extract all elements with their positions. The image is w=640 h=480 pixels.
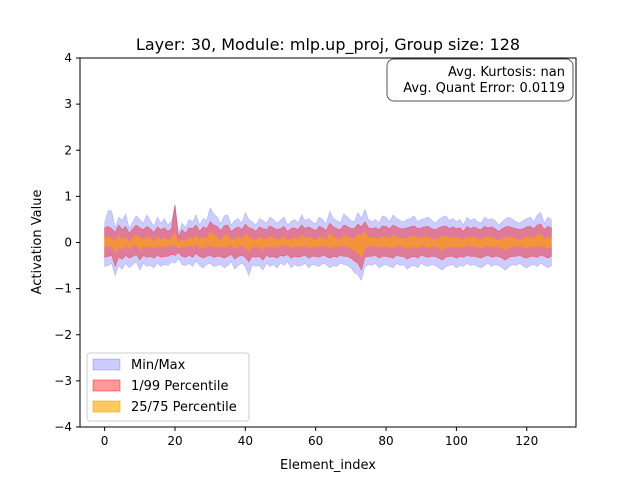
x-tick-label: 0 bbox=[101, 434, 109, 448]
chart-title: Layer: 30, Module: mlp.up_proj, Group si… bbox=[136, 35, 520, 55]
legend-swatch-minmax bbox=[92, 358, 121, 371]
x-tick-label: 100 bbox=[445, 434, 468, 448]
y-tick-label: 1 bbox=[64, 189, 72, 203]
y-axis-label: Activation Value bbox=[30, 190, 45, 295]
y-tick-label: 0 bbox=[64, 236, 72, 250]
legend-label-p1-99: 1/99 Percentile bbox=[131, 379, 228, 394]
y-tick-label: 3 bbox=[64, 97, 72, 111]
x-tick-label: 80 bbox=[378, 434, 393, 448]
annotation-quant-error: Avg. Quant Error: 0.0119 bbox=[403, 81, 565, 96]
legend: Min/Max 1/99 Percentile 25/75 Percentile bbox=[86, 352, 250, 422]
x-tick-label: 60 bbox=[308, 434, 323, 448]
y-tick-label: −3 bbox=[54, 374, 72, 388]
legend-label-minmax: Min/Max bbox=[131, 358, 186, 373]
legend-swatch-p1-99 bbox=[92, 379, 121, 392]
legend-label-p25-75: 25/75 Percentile bbox=[131, 400, 237, 415]
band-p25-75 bbox=[104, 231, 552, 257]
x-tick-label: 40 bbox=[238, 434, 253, 448]
y-ticks: −4 −3 −2 −1 0 1 2 3 4 bbox=[54, 51, 80, 434]
y-tick-label: −4 bbox=[54, 420, 72, 434]
x-tick-label: 120 bbox=[515, 434, 538, 448]
annotation-kurtosis: Avg. Kurtosis: nan bbox=[448, 65, 565, 80]
y-tick-label: 4 bbox=[64, 51, 72, 65]
y-tick-label: −2 bbox=[54, 328, 72, 342]
bands-layer bbox=[104, 204, 552, 282]
stats-annotation: Avg. Kurtosis: nan Avg. Quant Error: 0.0… bbox=[386, 58, 574, 102]
y-tick-label: −1 bbox=[54, 282, 72, 296]
legend-swatch-p25-75 bbox=[92, 400, 121, 413]
y-tick-label: 2 bbox=[64, 143, 72, 157]
x-tick-label: 20 bbox=[167, 434, 182, 448]
legend-box bbox=[86, 352, 250, 422]
x-ticks: 0 20 40 60 80 100 120 bbox=[101, 427, 538, 448]
x-axis-label: Element_index bbox=[280, 458, 376, 473]
annotation-box bbox=[386, 58, 574, 102]
